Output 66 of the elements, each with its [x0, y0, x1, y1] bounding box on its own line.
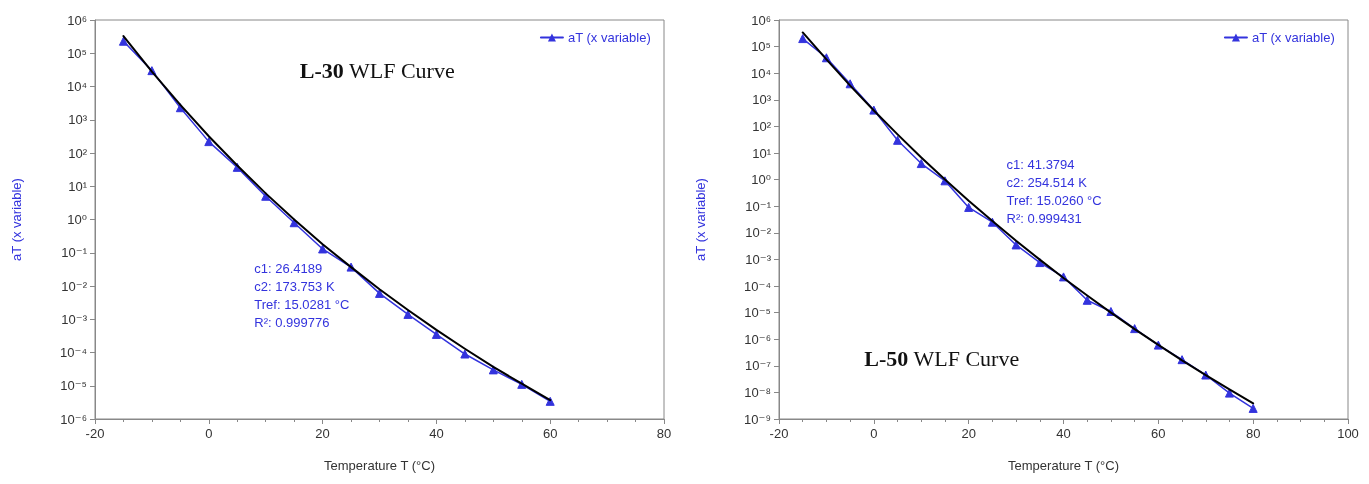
- y-tick-label: 10⁻⁹: [744, 411, 771, 427]
- y-tick-label: 10⁻¹: [745, 198, 772, 214]
- x-tick-label: 20: [961, 426, 976, 441]
- point: [964, 202, 974, 212]
- y-axis-title: aT (x variable): [693, 178, 708, 261]
- y-tick-label: 10⁴: [66, 79, 87, 94]
- y-tick-label: 10⁻³: [61, 311, 88, 327]
- point: [403, 309, 413, 319]
- y-tick-label: 10⁻⁷: [744, 358, 772, 374]
- y-tick-label: 10³: [752, 92, 772, 108]
- y-tick-label: 10¹: [752, 145, 772, 161]
- x-tick-label: 0: [870, 426, 878, 441]
- y-tick-label: 10⁻⁶: [744, 331, 771, 347]
- y-tick-label: 10⁻⁸: [744, 384, 771, 400]
- x-tick-label: 80: [656, 426, 672, 441]
- y-tick-label: 10⁻⁴: [744, 278, 771, 294]
- x-tick-label: 60: [1151, 426, 1166, 441]
- y-tick-label: 10⁵: [751, 39, 771, 55]
- x-axis-title: Temperature T (°C): [324, 458, 435, 473]
- x-tick-label: 20: [315, 426, 330, 441]
- point: [1248, 403, 1258, 413]
- legend-label: aT (x variable): [1251, 30, 1335, 45]
- y-tick-label: 10¹: [68, 178, 88, 194]
- y-tick-label: 10²: [752, 118, 772, 134]
- y-tick-label: 10²: [68, 145, 88, 161]
- y-tick-label: 10⁻¹: [61, 245, 88, 261]
- x-tick-label: 80: [1245, 426, 1261, 441]
- point: [460, 349, 470, 359]
- y-tick-label: 10⁶: [751, 12, 771, 28]
- y-tick-label: 10⁴: [750, 65, 771, 81]
- legend-label: aT (x variable): [567, 30, 651, 45]
- y-tick-label: 10⁻²: [745, 225, 772, 241]
- point: [1011, 240, 1021, 250]
- point: [893, 135, 903, 145]
- annotation: L-30 WLF Curve: [299, 58, 455, 84]
- x-tick-label: 100: [1337, 426, 1359, 441]
- x-tick-label: 0: [205, 426, 213, 441]
- annotation: c1: 26.4189 c2: 173.753 K Tref: 15.0281 °C R²: 0.999776: [254, 260, 350, 330]
- y-tick-label: 10⁰: [67, 212, 87, 227]
- point: [798, 34, 808, 44]
- point: [118, 36, 128, 46]
- x-axis-title: Temperature T (°C): [1008, 458, 1119, 473]
- y-tick-label: 10⁻⁵: [744, 305, 771, 321]
- x-tick-label: 40: [429, 426, 444, 441]
- x-tick-label: -20: [85, 426, 105, 441]
- x-tick-label: -20: [769, 426, 789, 441]
- point: [318, 244, 328, 254]
- y-tick-label: 10⁻⁴: [60, 345, 87, 360]
- y-tick-label: 10⁻³: [745, 251, 772, 267]
- y-tick-label: 10³: [68, 112, 88, 128]
- y-tick-label: 10⁶: [67, 12, 87, 28]
- y-tick-label: 10⁻⁶: [60, 411, 87, 427]
- point: [204, 137, 214, 147]
- annotation: c1: 41.3794 c2: 254.514 K Tref: 15.0260 °C R²: 0.999431: [1006, 157, 1102, 227]
- y-tick-label: 10⁰: [751, 172, 771, 188]
- point: [1082, 295, 1092, 305]
- point: [488, 365, 498, 375]
- y-axis-title: aT (x variable): [9, 178, 24, 261]
- x-tick-label: 60: [542, 426, 558, 441]
- point: [431, 329, 441, 339]
- point: [916, 159, 926, 169]
- y-tick-label: 10⁻⁵: [60, 378, 87, 394]
- x-tick-label: 40: [1056, 426, 1071, 441]
- y-tick-label: 10⁻²: [61, 278, 88, 294]
- annotation: L-50 WLF Curve: [864, 345, 1020, 371]
- y-tick-label: 10⁵: [67, 45, 87, 61]
